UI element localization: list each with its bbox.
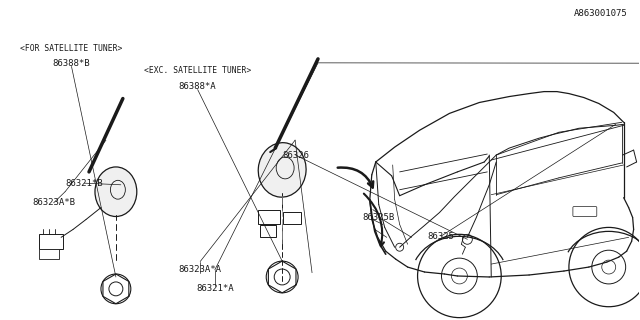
Text: 86321*A: 86321*A: [196, 284, 234, 293]
FancyBboxPatch shape: [39, 234, 63, 249]
Text: <FOR SATELLITE TUNER>: <FOR SATELLITE TUNER>: [20, 44, 123, 53]
FancyBboxPatch shape: [259, 210, 280, 224]
Text: 86325: 86325: [428, 232, 454, 241]
FancyBboxPatch shape: [260, 225, 276, 237]
Ellipse shape: [259, 143, 306, 197]
Text: A863001075: A863001075: [573, 9, 627, 18]
Text: 86388*B: 86388*B: [52, 59, 90, 68]
FancyBboxPatch shape: [573, 207, 596, 217]
Text: 86323A*A: 86323A*A: [179, 265, 221, 274]
Text: 86321*B: 86321*B: [65, 179, 103, 188]
FancyArrowPatch shape: [364, 194, 384, 246]
FancyBboxPatch shape: [283, 212, 301, 224]
Text: <EXC. SATELLITE TUNER>: <EXC. SATELLITE TUNER>: [144, 66, 252, 75]
Text: 86388*A: 86388*A: [179, 82, 216, 91]
FancyArrowPatch shape: [338, 168, 373, 188]
Text: 86323A*B: 86323A*B: [32, 198, 75, 207]
Text: 86325B: 86325B: [362, 212, 395, 222]
FancyBboxPatch shape: [39, 249, 59, 259]
Text: 86326: 86326: [282, 151, 309, 160]
Ellipse shape: [95, 167, 137, 217]
